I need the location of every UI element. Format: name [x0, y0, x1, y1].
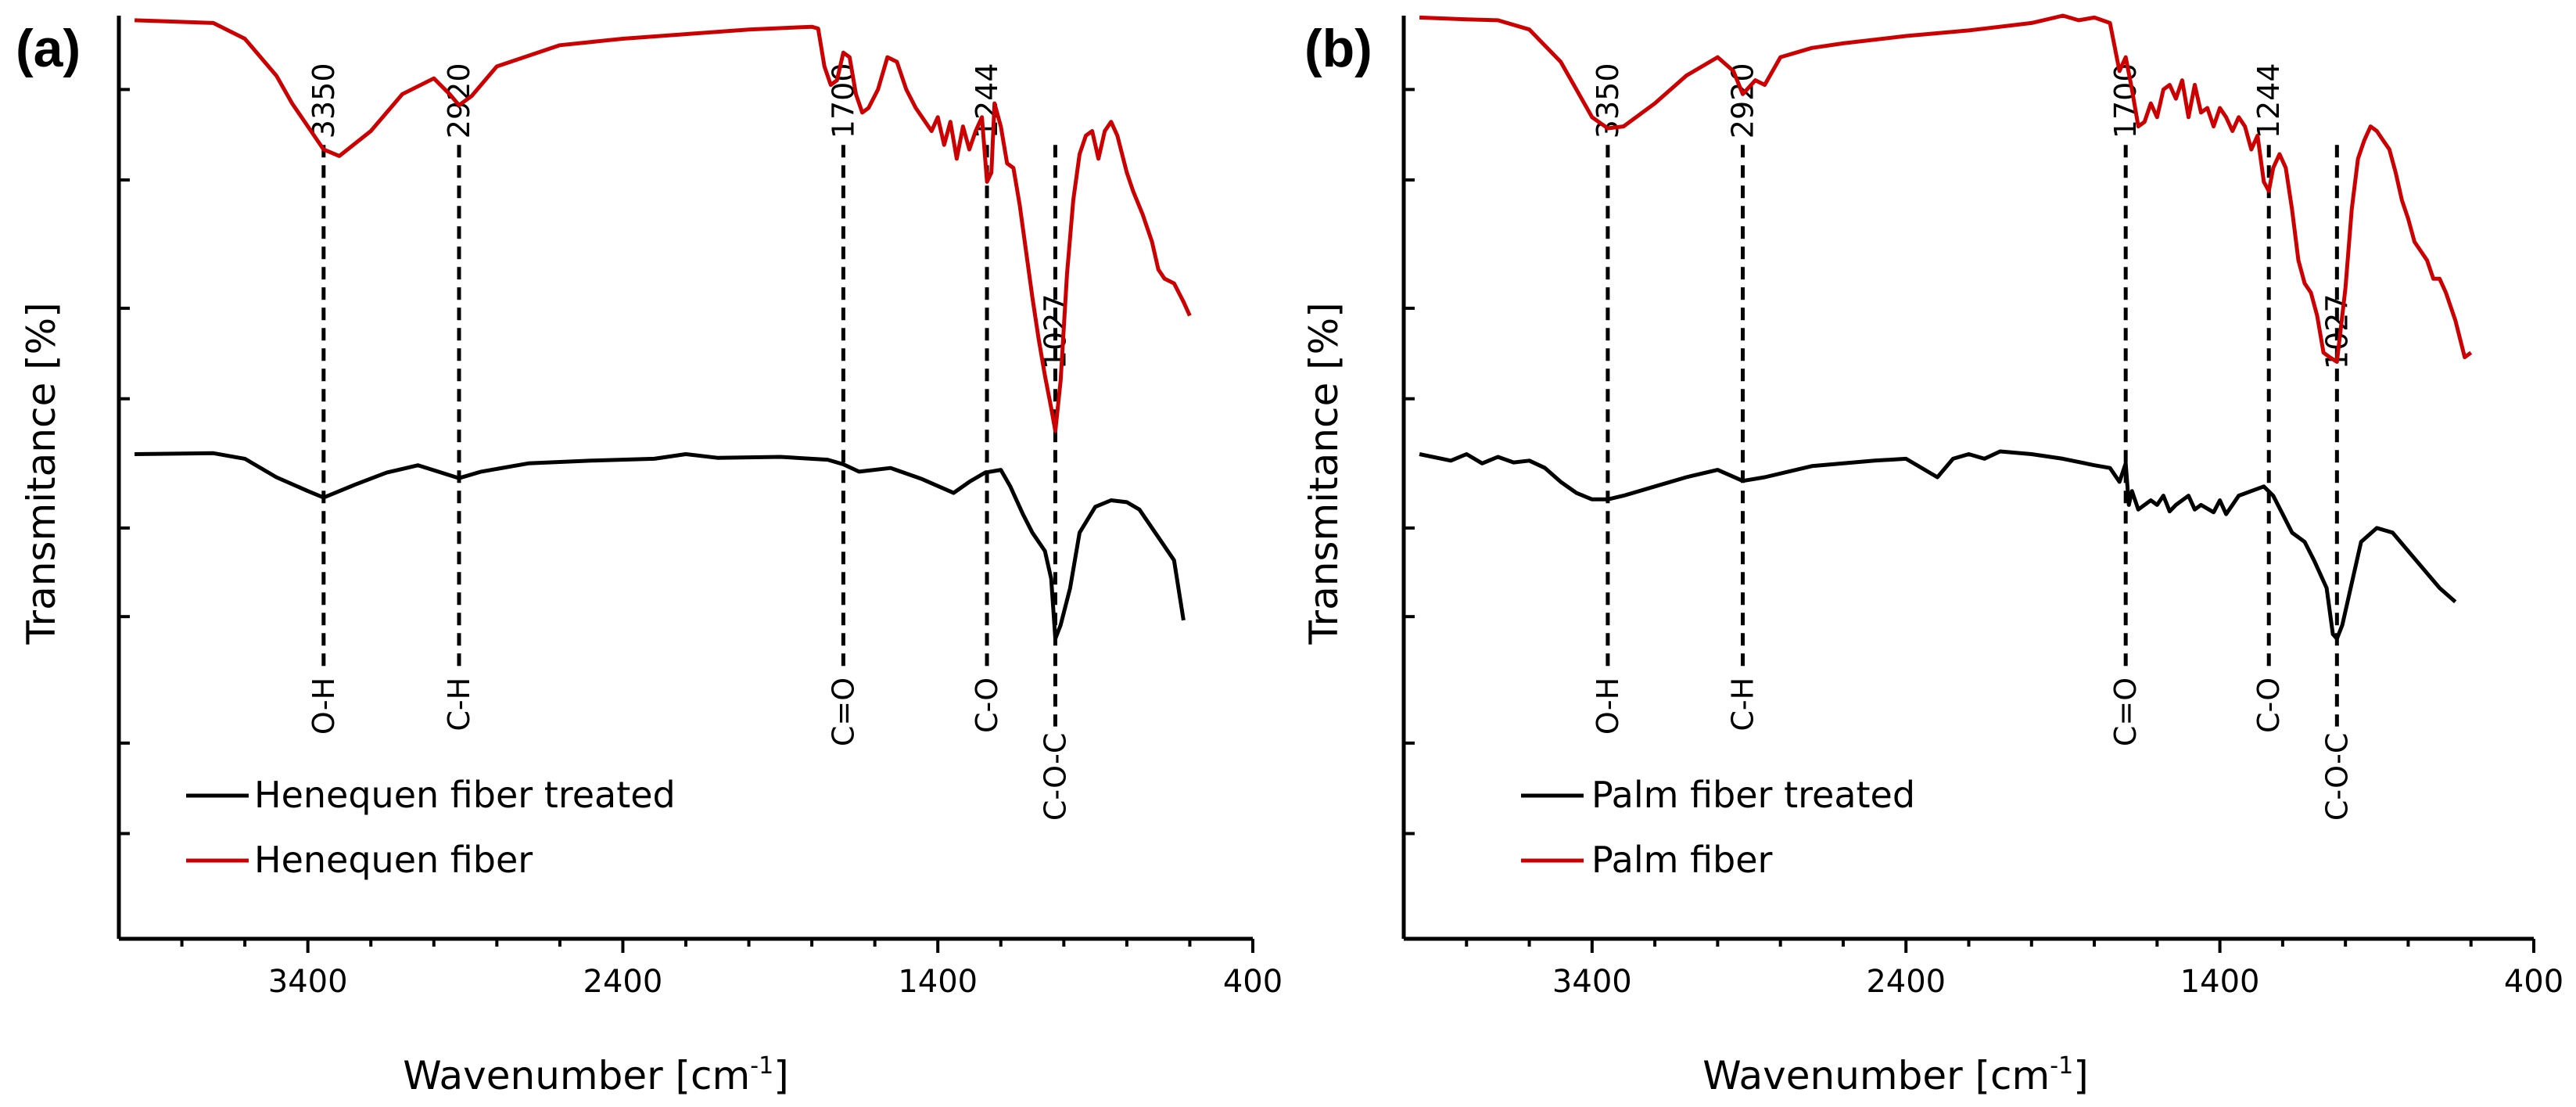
panel-b: (b) Transmitance [%] Wavenumber [cm-1] 3…	[1301, 13, 2563, 1098]
peak-bond-label: C=O	[826, 677, 860, 746]
peak-wavenumber-label: 1244	[2251, 63, 2286, 138]
peak-bond-label: C-H	[442, 677, 476, 731]
peak-bond-label: C-H	[1726, 677, 1760, 731]
plot-area: 3400 2400 1400 400 3350 O-H 2920 C-H 1700 C=O 1244…	[117, 16, 1283, 1000]
legend-label-raw: Henequen fiber	[254, 839, 533, 881]
x-tick-label: 3400	[268, 964, 348, 1000]
x-tick-label: 2400	[583, 964, 663, 1000]
panel-label: (b)	[1304, 19, 1372, 78]
x-tick-label: 3400	[1552, 964, 1632, 1000]
peak-wavenumber-label: 1244	[970, 63, 1004, 138]
x-tick-label: 2400	[1866, 964, 1946, 1000]
panel-label: (a)	[16, 19, 81, 78]
x-axis-label: Wavenumber [cm-1]	[1702, 1052, 2088, 1098]
peak-bond-label: C=O	[2108, 677, 2143, 746]
x-tick-label: 1400	[898, 964, 978, 1000]
series-line-henequen-fiber-treated	[135, 451, 1186, 641]
x-axis-label: Wavenumber [cm-1]	[403, 1052, 788, 1098]
series-line-palm-fiber-treated	[1419, 449, 2457, 641]
peak-bond-label: C-O-C	[1038, 733, 1072, 821]
peak-wavenumber-label: 2920	[1726, 63, 1760, 138]
peak-wavenumber-label: 2920	[442, 63, 476, 138]
y-axis-label: Transmitance [%]	[19, 302, 64, 645]
series-line-henequen-fiber	[135, 18, 1192, 433]
y-axis-title: Transmitance [%]	[1301, 302, 1347, 645]
panel-a: (a) Transmitance [%] Wavenumber [cm-1] 3…	[16, 16, 1283, 1098]
peak-bond-label: O-H	[307, 677, 341, 735]
x-tick-label: 400	[2504, 964, 2563, 1000]
legend: Palm fiber treated Palm fiber	[1521, 774, 1915, 881]
y-axis-title: Transmitance [%]	[19, 302, 64, 645]
legend: Henequen fiber treated Henequen fiber	[186, 774, 676, 881]
peak-bond-label: C-O	[2251, 677, 2286, 733]
legend-label-raw: Palm fiber	[1591, 839, 1773, 881]
peak-wavenumber-label: 1700	[826, 63, 860, 138]
peak-bond-label: O-H	[1591, 677, 1625, 735]
y-axis-label: Transmitance [%]	[1301, 302, 1347, 645]
peak-wavenumber-label: 3350	[307, 63, 341, 138]
peak-bond-label: C-O	[970, 677, 1004, 733]
series-line-palm-fiber	[1419, 13, 2473, 364]
peak-bond-label: C-O-C	[2319, 733, 2354, 821]
legend-label-treated: Henequen fiber treated	[254, 774, 676, 816]
plot-area: 3400 2400 1400 4003350O-H2920C-H1700C=O1244…	[1401, 13, 2563, 1000]
x-tick-label: 1400	[2180, 964, 2260, 1000]
legend-label-treated: Palm fiber treated	[1591, 774, 1915, 816]
x-tick-label: 400	[1223, 964, 1283, 1000]
